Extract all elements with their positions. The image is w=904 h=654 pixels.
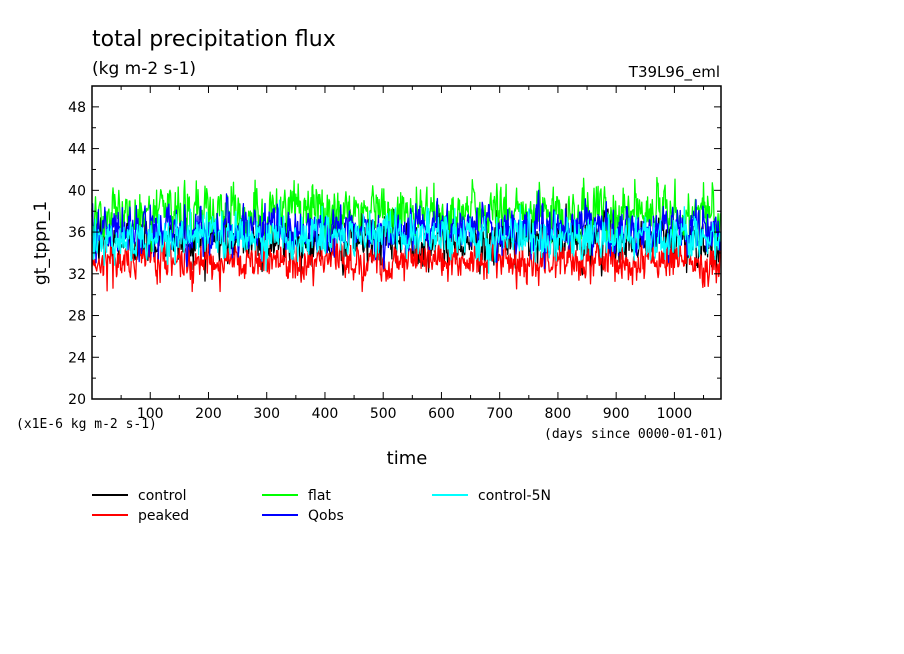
experiment-label: T39L96_eml — [628, 63, 720, 82]
x-tick-label: 200 — [195, 406, 222, 422]
y-tick-label: 28 — [68, 309, 86, 325]
series-line-peaked — [91, 226, 722, 293]
x-tick-label: 400 — [312, 406, 339, 422]
plot-frame — [91, 85, 722, 400]
x-tick-label: 600 — [428, 406, 455, 422]
legend-label-qobs: Qobs — [308, 508, 344, 524]
legend: control peaked flat Qobs control-5N — [92, 488, 551, 524]
y-scale-note: (x1E-6 kg m-2 s-1) — [16, 417, 157, 432]
x-tick-label: 300 — [253, 406, 280, 422]
y-tick-label: 24 — [68, 350, 86, 366]
y-tick-label: 32 — [68, 267, 86, 283]
legend-label-flat: flat — [308, 488, 331, 504]
ticks-layer: 100 200 300 400 500 600 700 800 900 1000 20 24 28 32 3… — [68, 85, 721, 422]
y-tick-label: 40 — [68, 183, 86, 199]
y-tick-label: 44 — [68, 142, 86, 158]
chart-title: total precipitation flux — [92, 27, 336, 52]
x-tick-label: 700 — [486, 406, 513, 422]
legend-label-control: control — [138, 488, 187, 504]
y-tick-label: 36 — [68, 225, 86, 241]
series-line-flat — [91, 176, 722, 255]
y-tick-label: 48 — [68, 100, 86, 116]
x-tick-label: 900 — [603, 406, 630, 422]
x-axis-label: time — [387, 448, 428, 469]
x-tick-label: 800 — [545, 406, 572, 422]
x-tick-label: 100 — [137, 406, 164, 422]
y-tick-label: 20 — [68, 392, 86, 408]
chart-subtitle: (kg m-2 s-1) — [92, 59, 196, 79]
x-unit-note: (days since 0000-01-01) — [544, 427, 724, 442]
legend-label-peaked: peaked — [138, 508, 189, 524]
series-line-control-5n — [91, 199, 722, 274]
x-tick-label: 500 — [370, 406, 397, 422]
legend-label-control-5n: control-5N — [478, 488, 551, 504]
series-layer — [91, 176, 722, 293]
x-tick-label: 1000 — [657, 406, 693, 422]
y-axis-label: gt_tppn_1 — [31, 201, 51, 285]
